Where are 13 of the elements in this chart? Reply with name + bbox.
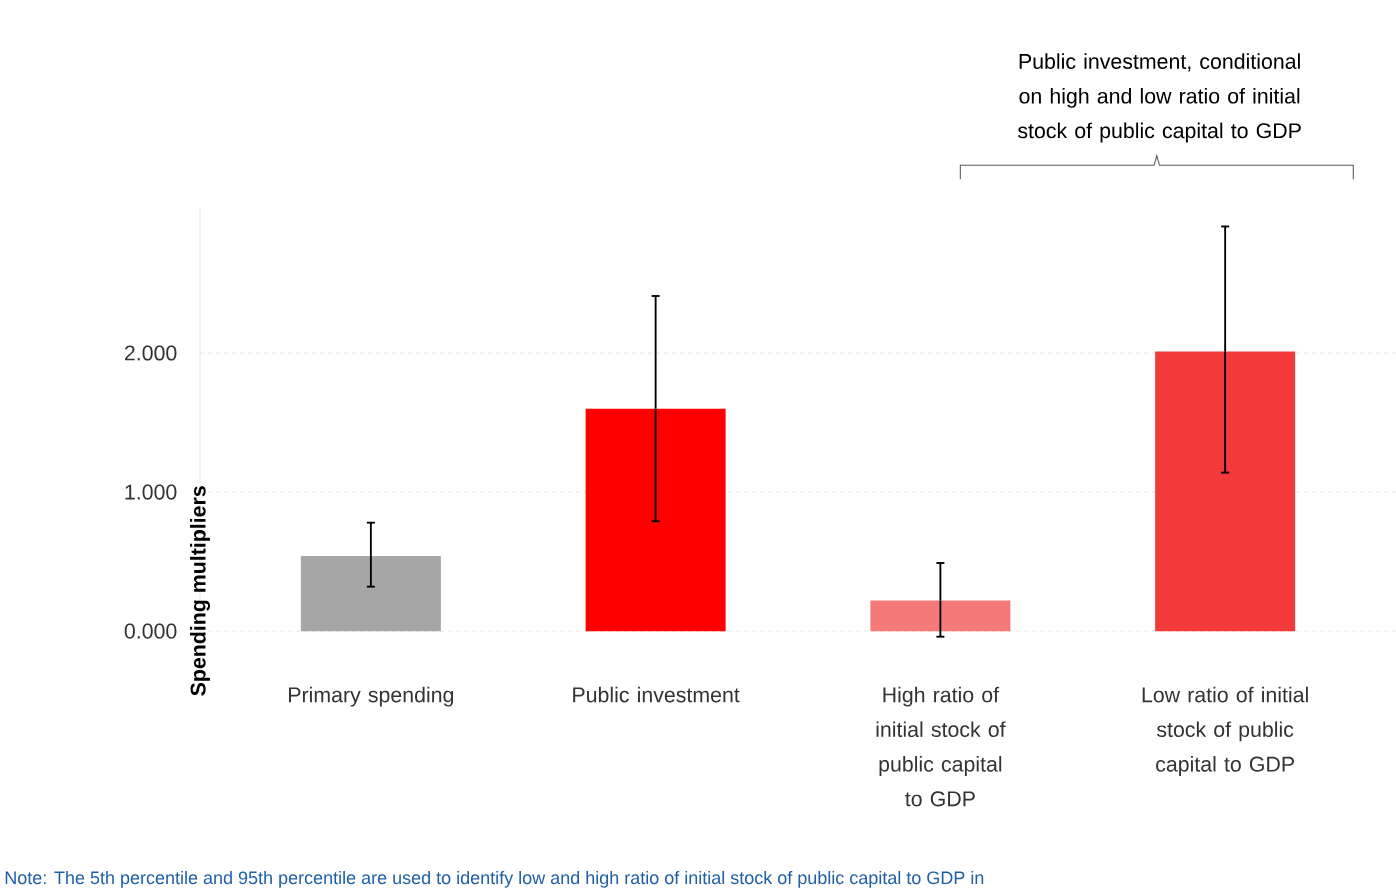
y-tick-label: 2.000 xyxy=(124,345,177,361)
text: Note: The 5th percentile and 95th percentile are used to identify low and high ratio of initial stock of public capital to GDP in xyxy=(5,870,984,888)
x-tick-label: Primary spending xyxy=(289,686,454,707)
x-tick-label: Low ratio of initial stock of public capital to GDP xyxy=(1142,686,1308,776)
bar xyxy=(300,556,441,632)
y-tick-label: 1.000 xyxy=(125,484,177,500)
x-tick-label: Public investment xyxy=(573,686,740,703)
bar xyxy=(1155,351,1296,632)
y-tick-label: 0.000 xyxy=(124,623,177,639)
y-axis-title: Spending multipliers xyxy=(190,486,210,696)
text: Public investment, conditional on high and low ratio of initial stock of public capital to GDP xyxy=(1017,53,1301,143)
x-tick-label: High ratio of initial stock of public capital to GDP xyxy=(876,686,1006,807)
bar xyxy=(870,600,1011,632)
